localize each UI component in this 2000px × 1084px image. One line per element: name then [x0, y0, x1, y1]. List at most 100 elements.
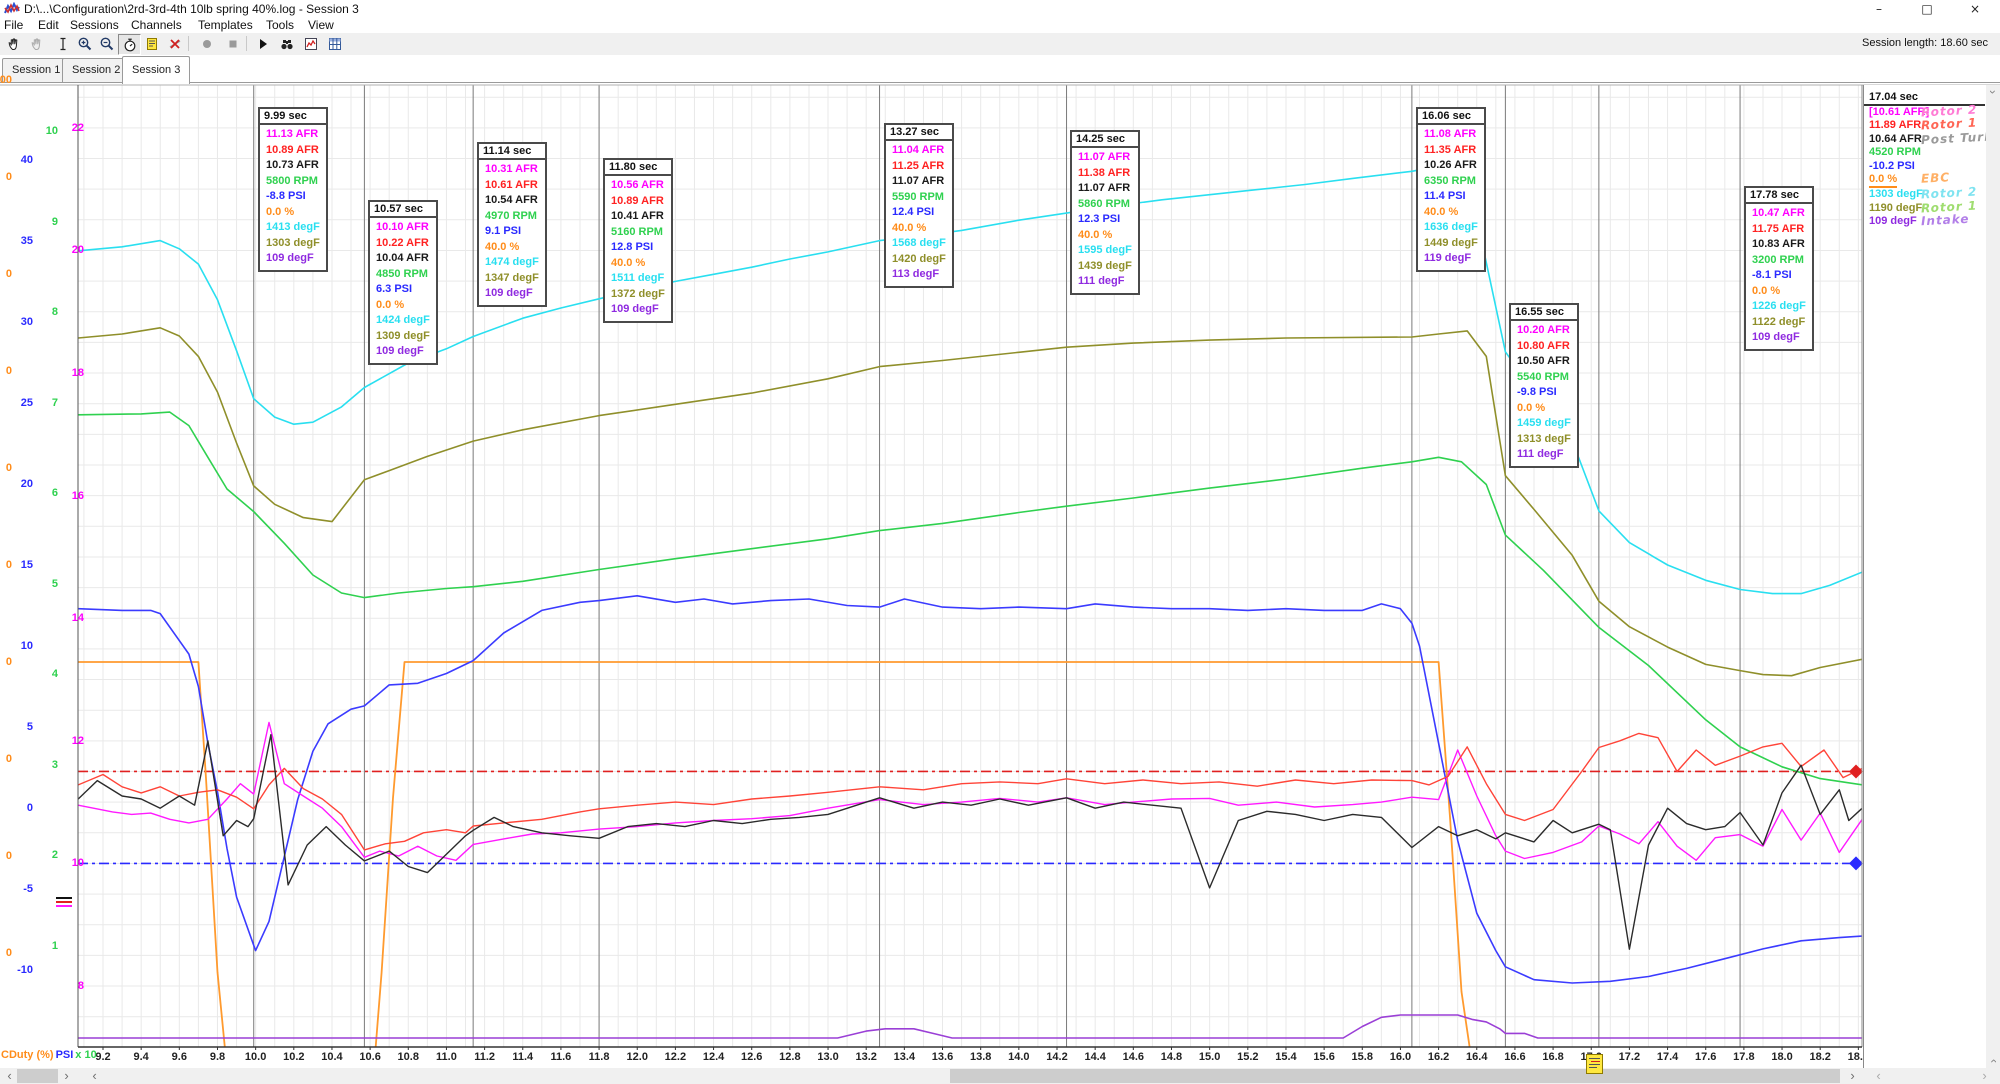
menu-tools[interactable]: Tools [266, 18, 295, 32]
time-cursor-button[interactable] [118, 34, 141, 55]
cursor-box-value: 1439 degF [1078, 259, 1132, 272]
time-axis-tick: 10.0 [244, 1051, 267, 1063]
legend-row[interactable]: 0.0 % EBC [1864, 170, 1987, 189]
cursor-box-value: 1595 degF [1078, 244, 1132, 256]
legend-row[interactable]: 1303 degF Rotor 2 [1864, 185, 1987, 202]
cursor-box-value: 10.50 AFR [1517, 355, 1570, 367]
maximize-button[interactable]: □ [1921, 2, 1933, 16]
psi-axis-tick: 15 [20, 559, 33, 571]
pan-prev-button[interactable] [26, 34, 47, 53]
cursor-tool-button[interactable] [52, 34, 73, 53]
cursor-box-17.78-sec[interactable]: 17.78 sec 10.47 AFR 11.75 AFR 10.83 AFR 3200… [1744, 186, 1814, 351]
cursor-box-11.80-sec[interactable]: 11.80 sec 10.56 AFR 10.89 AFR 10.41 AFR 5160… [603, 158, 673, 323]
record-button[interactable] [196, 34, 217, 53]
ebc-axis-tick: 0 [5, 559, 12, 571]
afr-target-high-marker-icon[interactable] [1849, 764, 1863, 779]
menu-templates[interactable]: Templates [198, 18, 253, 32]
cursor-box-value: 11.04 AFR [892, 144, 945, 156]
cursor-box-14.25-sec[interactable]: 14.25 sec 11.07 AFR 11.38 AFR 11.07 AFR 5860… [1070, 130, 1140, 295]
rpm-axis-tick: 2 [51, 849, 58, 861]
time-axis-tick: 11.2 [474, 1051, 495, 1063]
menu-edit[interactable]: Edit [38, 18, 59, 32]
menu-bar: File Edit Sessions Channels Templates Tools Vi… [0, 18, 2000, 33]
plot-scroll-right-icon[interactable]: › [1850, 1068, 1855, 1083]
notes-button[interactable] [141, 34, 162, 53]
scroll-up-icon[interactable]: › [1986, 90, 2000, 94]
axis-scroll-left-icon[interactable]: ‹ [7, 1068, 12, 1083]
legend-row[interactable]: 4520 RPM [1864, 146, 1987, 159]
horizontal-scrollbar-row: ‹ › ‹ › ‹ › [0, 1068, 2000, 1084]
cursor-box-value: 1449 degF [1424, 236, 1478, 249]
legend-scroll-left-icon[interactable]: ‹ [1876, 1068, 1881, 1083]
cursor-box-value: 10.80 AFR [1517, 339, 1570, 352]
trace-afr-rotor2 [78, 721, 1862, 861]
pan-tool-button[interactable] [3, 34, 24, 53]
cursor-box-time: 11.80 sec [605, 160, 671, 176]
find-button[interactable] [276, 34, 297, 53]
cursor-box-11.14-sec[interactable]: 11.14 sec 10.31 AFR 10.61 AFR 10.54 AFR 4970… [477, 142, 547, 307]
cursor-box-value: 109 degF [611, 303, 659, 315]
cursor-box-value: 9.1 PSI [485, 225, 522, 237]
cursor-box-9.99-sec[interactable]: 9.99 sec 11.13 AFR 10.89 AFR 10.73 AFR 5800 … [258, 107, 328, 272]
play-button[interactable] [252, 34, 273, 53]
legend-vertical-scrollbar[interactable]: › › [1986, 85, 2000, 1068]
cursor-box-value: 40.0 % [1078, 228, 1113, 241]
remove-marker-button[interactable] [164, 34, 185, 53]
note-icon [146, 37, 157, 50]
legend-scroll-right-icon[interactable]: › [1982, 1068, 1987, 1083]
cursor-box-value: 109 degF [1752, 331, 1800, 343]
time-axis-tick: 14.6 [1122, 1051, 1145, 1063]
trace-intake-temp [78, 1014, 1862, 1039]
legend-row[interactable]: [10.61 AFR] Rotor 2 [1864, 103, 1987, 120]
cursor-box-value: 40.0 % [611, 256, 646, 269]
cursor-box-value: 1474 degF [485, 256, 539, 268]
legend-row[interactable]: 11.89 AFR Rotor 1 [1864, 116, 1987, 133]
minimize-button[interactable]: – [1876, 2, 1882, 16]
time-axis-tick: 10.4 [321, 1051, 343, 1063]
close-button[interactable]: × [1969, 2, 1981, 16]
legend-row[interactable]: 10.64 AFR Post Turbo [1864, 129, 2000, 147]
menu-file[interactable]: File [4, 18, 24, 32]
legend-value: 1190 degF [1869, 201, 1923, 214]
zoom-out-button[interactable] [96, 34, 117, 53]
afr-axis-tick: 18 [71, 367, 84, 379]
cursor-box-13.27-sec[interactable]: 13.27 sec 11.04 AFR 11.25 AFR 11.07 AFR 5590… [884, 123, 954, 288]
tab-session-2[interactable]: Session 2 [62, 58, 131, 82]
axis-scrollbar-thumb[interactable] [17, 1069, 58, 1083]
cursor-box-16.06-sec[interactable]: 16.06 sec 11.08 AFR 11.35 AFR 10.26 AFR 6350… [1416, 107, 1486, 272]
time-axis-tick: 17.4 [1656, 1051, 1679, 1063]
cursor-box-16.55-sec[interactable]: 16.55 sec 10.20 AFR 10.80 AFR 10.50 AFR 5540… [1509, 303, 1579, 468]
time-axis-tick: 11.4 [512, 1051, 534, 1063]
menu-sessions[interactable]: Sessions [70, 18, 119, 32]
stop-button[interactable] [222, 34, 243, 53]
cursor-box-10.57-sec[interactable]: 10.57 sec 10.10 AFR 10.22 AFR 10.04 AFR 4850… [368, 200, 438, 365]
legend-row[interactable]: 109 degF Intake [1864, 212, 1987, 229]
tab-session-1[interactable]: Session 1 [2, 58, 71, 82]
legend-row[interactable]: 1190 degF Rotor 1 [1864, 198, 1987, 215]
menu-channels[interactable]: Channels [131, 18, 182, 32]
chart-button[interactable] [300, 34, 321, 53]
ebc-axis-tick: 0 [5, 753, 12, 765]
legend-row[interactable]: -10.2 PSI [1864, 160, 1987, 173]
rpm-axis-tick: 7 [51, 397, 58, 409]
afr-target-low-marker-icon[interactable] [1849, 856, 1863, 871]
time-axis-tick: 13.2 [855, 1051, 877, 1063]
zoom-in-button[interactable] [74, 34, 95, 53]
menu-view[interactable]: View [308, 18, 334, 32]
tab-session-3[interactable]: Session 3 [122, 56, 191, 84]
timeline-note-icon[interactable] [1586, 1054, 1603, 1074]
cursor-box-value: 1303 degF [266, 236, 320, 249]
time-axis-tick: 15.4 [1275, 1051, 1297, 1063]
time-axis-tick: 9.6 [171, 1051, 187, 1063]
axis-scroll-right-icon[interactable]: › [64, 1068, 69, 1083]
cursor-box-value: 6350 RPM [1424, 174, 1476, 187]
scroll-down-icon[interactable]: › [1986, 1059, 2000, 1063]
cursor-box-value: 10.41 AFR [611, 210, 664, 222]
plot-scroll-left-icon[interactable]: ‹ [92, 1068, 97, 1083]
time-axis-tick: 9.2 [95, 1051, 111, 1063]
table-button[interactable] [324, 34, 345, 53]
cursor-box-value: 0.0 % [376, 298, 405, 311]
binoculars-icon [280, 39, 293, 49]
plot-scrollbar-thumb[interactable] [950, 1069, 1840, 1083]
